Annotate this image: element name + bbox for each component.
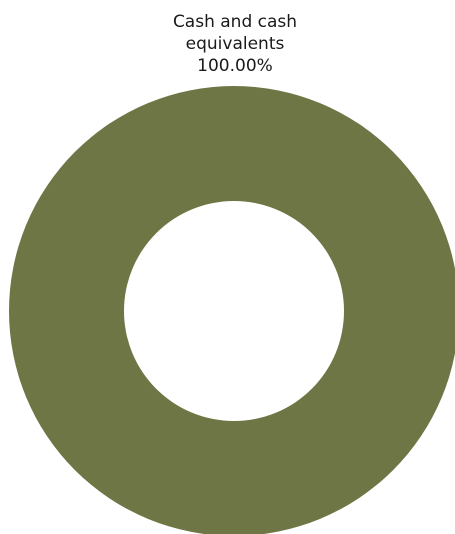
slice-label-line-1: Cash and cash [172, 12, 298, 32]
donut-slice-0 [9, 86, 455, 534]
slice-label-percent: 100.00% [197, 56, 273, 76]
slice-label-line-2: equivalents [185, 34, 285, 54]
slice-label-cash-and-cash-equivalents: Cash and cash equivalents 100.00% [0, 11, 455, 77]
